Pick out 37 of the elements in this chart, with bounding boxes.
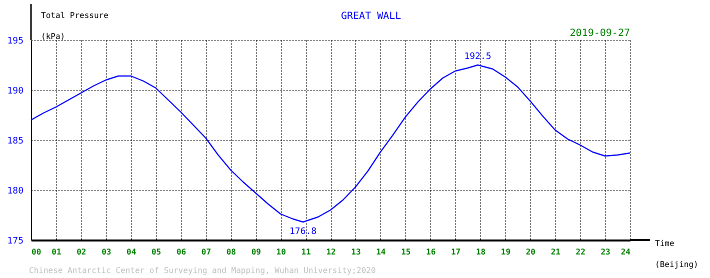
x-tick-label: 11 bbox=[301, 248, 312, 256]
x-tick-label: 07 bbox=[201, 248, 212, 256]
y-tick-label: 190 bbox=[7, 86, 24, 96]
chart-title: GREAT WALL bbox=[341, 11, 402, 22]
text: Total Pressure (kPa) bbox=[41, 11, 108, 41]
x-tick-label: 18 bbox=[476, 248, 486, 256]
x-tick-label: 03 bbox=[102, 248, 112, 256]
x-tick-label: 15 bbox=[401, 248, 411, 256]
x-tick-label: 23 bbox=[600, 248, 611, 256]
y-tick-label: 185 bbox=[7, 136, 24, 146]
x-tick-label: 09 bbox=[251, 248, 262, 256]
x-tick-label: 02 bbox=[76, 248, 86, 256]
x-tick-label: 06 bbox=[176, 248, 186, 256]
x-tick-label: 20 bbox=[526, 248, 536, 256]
text: Time (Beijing) bbox=[655, 239, 698, 269]
annotation: 176.8 bbox=[290, 227, 317, 237]
x-tick-label: 22 bbox=[576, 248, 586, 256]
x-tick-label: 17 bbox=[450, 248, 461, 256]
x-tick-label: 13 bbox=[351, 248, 361, 256]
x-tick-label: 21 bbox=[550, 248, 561, 256]
y-tick-label: 180 bbox=[7, 186, 24, 196]
text: Chinese Antarctic Center of Surveying and Mapping, Wuhan University;2020 bbox=[29, 266, 376, 275]
x-tick-label: 14 bbox=[376, 248, 386, 256]
x-tick-label: 00 bbox=[32, 248, 42, 256]
text: 2019-09-27 bbox=[570, 28, 630, 39]
x-tick-label: 19 bbox=[500, 248, 511, 256]
x-tick-label: 05 bbox=[151, 248, 162, 256]
x-tick-label: 04 bbox=[126, 248, 136, 256]
y-tick-label: 175 bbox=[7, 236, 24, 246]
x-tick-label: 10 bbox=[276, 248, 286, 256]
x-tick-label: 16 bbox=[426, 248, 436, 256]
x-tick-label: 24 bbox=[620, 248, 631, 256]
x-tick-label: 12 bbox=[326, 248, 336, 256]
x-tick-label: 01 bbox=[52, 248, 62, 256]
annotation: 192.5 bbox=[464, 52, 492, 62]
y-tick-label: 195 bbox=[7, 36, 24, 46]
x-tick-label: 08 bbox=[226, 248, 236, 256]
